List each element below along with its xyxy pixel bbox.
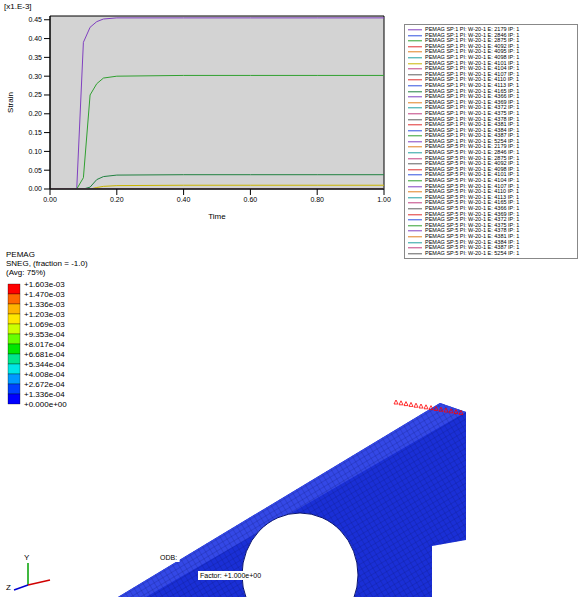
svg-text:0.30: 0.30 bbox=[28, 73, 42, 80]
html-text:PEMAG SP:1 PI: W-20-1 E: 4104: PEMAG SP:1 PI: W-20-1 E: 4104 IP: 1 bbox=[425, 65, 520, 72]
svg-text:+0.000e+00: +0.000e+00 bbox=[24, 400, 67, 409]
html-text:PEMAG SP:5 PI: W-20-1 E: 4375: PEMAG SP:5 PI: W-20-1 E: 4375 IP: 1 bbox=[425, 221, 520, 228]
svg-text:Z: Z bbox=[6, 583, 11, 592]
html-text:PEMAG SP:5 PI: W-20-1 E: 4113: PEMAG SP:5 PI: W-20-1 E: 4113 IP: 1 bbox=[425, 193, 519, 200]
svg-text:+1.603e-03: +1.603e-03 bbox=[24, 280, 65, 289]
svg-text:+4.008e-04: +4.008e-04 bbox=[24, 370, 65, 379]
svg-text:0.80: 0.80 bbox=[310, 196, 324, 203]
svg-text:+1.336e-03: +1.336e-03 bbox=[24, 300, 65, 309]
html-text:PEMAG SP:5 PI: W-20-1 E: 4092: PEMAG SP:5 PI: W-20-1 E: 4092 IP: 1 bbox=[425, 160, 520, 167]
html-text:PEMAG SP:1 PI: W-20-1 E: 4375: PEMAG SP:1 PI: W-20-1 E: 4375 IP: 1 bbox=[425, 109, 520, 116]
svg-text:+1.203e-03: +1.203e-03 bbox=[24, 310, 65, 319]
svg-text:0.05: 0.05 bbox=[28, 167, 42, 174]
svg-text:0.60: 0.60 bbox=[244, 196, 258, 203]
html-text:SNEG, (fraction = -1.0): SNEG, (fraction = -1.0) bbox=[6, 259, 88, 268]
html-text:PEMAG SP:1 PI: W-20-1 E: 2846: PEMAG SP:1 PI: W-20-1 E: 2846 IP: 1 bbox=[425, 31, 520, 38]
html-text:PEMAG SP:5 PI: W-20-1 E: 4384: PEMAG SP:5 PI: W-20-1 E: 4384 IP: 1 bbox=[425, 238, 520, 245]
html-text:PEMAG SP:1 PI: W-20-1 E: 4110: PEMAG SP:1 PI: W-20-1 E: 4110 IP: 1 bbox=[425, 76, 519, 83]
svg-text:+1.069e-03: +1.069e-03 bbox=[24, 320, 65, 329]
svg-text:0.20: 0.20 bbox=[110, 196, 124, 203]
html-text:PEMAG SP:5 PI: W-20-1 E: 4104: PEMAG SP:5 PI: W-20-1 E: 4104 IP: 1 bbox=[425, 177, 520, 183]
svg-text:+5.344e-04: +5.344e-04 bbox=[24, 360, 65, 369]
svg-text:+9.353e-04: +9.353e-04 bbox=[24, 330, 65, 339]
html-text:PEMAG SP:1 PI: W-20-1 E: 2179: PEMAG SP:1 PI: W-20-1 E: 2179 IP: 1 bbox=[425, 26, 520, 32]
html-text:PEMAG SP:5 PI: W-20-1 E: 4107: PEMAG SP:5 PI: W-20-1 E: 4107 IP: 1 bbox=[425, 182, 520, 189]
html-text:PEMAG SP:1 PI: W-20-1 E: 5254: PEMAG SP:1 PI: W-20-1 E: 5254 IP: 1 bbox=[425, 137, 520, 144]
svg-text:Y: Y bbox=[24, 553, 30, 562]
html-text:PEMAG SP:1 PI: W-20-1 E: 4107: PEMAG SP:1 PI: W-20-1 E: 4107 IP: 1 bbox=[425, 70, 520, 77]
svg-text:1.00: 1.00 bbox=[377, 196, 391, 203]
svg-text:+8.017e-04: +8.017e-04 bbox=[24, 340, 65, 349]
svg-text:Factor: +1.000e+00: Factor: +1.000e+00 bbox=[200, 572, 261, 579]
html-text:PEMAG SP:5 PI: W-20-1 E: 4372: PEMAG SP:5 PI: W-20-1 E: 4372 IP: 1 bbox=[425, 216, 520, 223]
html-text:PEMAG SP:5 PI: W-20-1 E: 4369: PEMAG SP:5 PI: W-20-1 E: 4369 IP: 1 bbox=[425, 210, 520, 217]
svg-text:0.40: 0.40 bbox=[177, 196, 191, 203]
html-text:PEMAG SP:5 PI: W-20-1 E: 5254: PEMAG SP:5 PI: W-20-1 E: 5254 IP: 1 bbox=[425, 249, 520, 256]
html-text:PEMAG: PEMAG bbox=[6, 250, 35, 259]
svg-text:Strain: Strain bbox=[6, 92, 15, 113]
html-text:PEMAG SP:1 PI: W-20-1 E: 2875: PEMAG SP:1 PI: W-20-1 E: 2875 IP: 1 bbox=[425, 37, 520, 44]
html-text:PEMAG SP:5 PI: W-20-1 E: 2875: PEMAG SP:5 PI: W-20-1 E: 2875 IP: 1 bbox=[425, 154, 520, 161]
svg-text:0.45: 0.45 bbox=[28, 16, 42, 23]
html-text:PEMAG SP:1 PI: W-20-1 E: 4098: PEMAG SP:1 PI: W-20-1 E: 4098 IP: 1 bbox=[425, 54, 520, 60]
html-text:PEMAG SP:5 PI: W-20-1 E: 2179: PEMAG SP:5 PI: W-20-1 E: 2179 IP: 1 bbox=[425, 143, 520, 150]
html-text:PEMAG SP:5 PI: W-20-1 E: 4165: PEMAG SP:5 PI: W-20-1 E: 4165 IP: 1 bbox=[425, 199, 520, 206]
svg-text:0.15: 0.15 bbox=[28, 129, 42, 136]
html-text:PEMAG SP:5 PI: W-20-1 E: 4098: PEMAG SP:5 PI: W-20-1 E: 4098 IP: 1 bbox=[425, 165, 520, 172]
svg-text:ODB:: ODB: bbox=[160, 554, 177, 561]
html-text:PEMAG SP:1 PI: W-20-1 E: 4381: PEMAG SP:1 PI: W-20-1 E: 4381 IP: 1 bbox=[425, 121, 520, 128]
html-text:PEMAG SP:5 PI: W-20-1 E: 4378: PEMAG SP:5 PI: W-20-1 E: 4378 IP: 1 bbox=[425, 227, 520, 234]
html-text:PEMAG SP:1 PI: W-20-1 E: 4095: PEMAG SP:1 PI: W-20-1 E: 4095 IP: 1 bbox=[425, 48, 520, 55]
html-text:PEMAG SP:1 PI: W-20-1 E: 4378: PEMAG SP:1 PI: W-20-1 E: 4378 IP: 1 bbox=[425, 115, 520, 122]
html-text:PEMAG SP:1 PI: W-20-1 E: 4372: PEMAG SP:1 PI: W-20-1 E: 4372 IP: 1 bbox=[425, 104, 520, 111]
html-text:PEMAG SP:5 PI: W-20-1 E: 2846: PEMAG SP:5 PI: W-20-1 E: 2846 IP: 1 bbox=[425, 149, 520, 156]
html-text:PEMAG SP:1 PI: W-20-1 E: 4092: PEMAG SP:1 PI: W-20-1 E: 4092 IP: 1 bbox=[425, 42, 520, 49]
svg-text:0.35: 0.35 bbox=[28, 54, 42, 61]
html-text:PEMAG SP:1 PI: W-20-1 E: 4384: PEMAG SP:1 PI: W-20-1 E: 4384 IP: 1 bbox=[425, 126, 520, 133]
svg-text:+1.470e-03: +1.470e-03 bbox=[24, 290, 65, 299]
svg-text:0.25: 0.25 bbox=[28, 91, 42, 98]
html-text:PEMAG SP:5 PI: W-20-1 E: 4110: PEMAG SP:5 PI: W-20-1 E: 4110 IP: 1 bbox=[425, 188, 519, 195]
html-text:PEMAG SP:1 PI: W-20-1 E: 4165: PEMAG SP:1 PI: W-20-1 E: 4165 IP: 1 bbox=[425, 87, 520, 94]
svg-text:Time: Time bbox=[208, 212, 226, 221]
svg-text:0.00: 0.00 bbox=[43, 196, 57, 203]
svg-text:+6.681e-04: +6.681e-04 bbox=[24, 350, 65, 359]
svg-text:+2.672e-04: +2.672e-04 bbox=[24, 380, 65, 389]
html-text:PEMAG SP:5 PI: W-20-1 E: 4101: PEMAG SP:5 PI: W-20-1 E: 4101 IP: 1 bbox=[425, 171, 520, 178]
svg-text:0.40: 0.40 bbox=[28, 35, 42, 42]
svg-text:+1.336e-04: +1.336e-04 bbox=[24, 390, 65, 399]
svg-text:0.20: 0.20 bbox=[28, 110, 42, 117]
html-text:PEMAG SP:5 PI: W-20-1 E: 4366: PEMAG SP:5 PI: W-20-1 E: 4366 IP: 1 bbox=[425, 205, 520, 211]
html-text:PEMAG SP:1 PI: W-20-1 E: 4113: PEMAG SP:1 PI: W-20-1 E: 4113 IP: 1 bbox=[425, 81, 519, 88]
html-text:[x1.E-3]: [x1.E-3] bbox=[4, 2, 32, 11]
html-text:PEMAG SP:1 PI: W-20-1 E: 4387: PEMAG SP:1 PI: W-20-1 E: 4387 IP: 1 bbox=[425, 132, 520, 139]
html-text:(Avg: 75%): (Avg: 75%) bbox=[6, 268, 46, 277]
html-text:PEMAG SP:1 PI: W-20-1 E: 4369: PEMAG SP:1 PI: W-20-1 E: 4369 IP: 1 bbox=[425, 98, 520, 105]
svg-text:0.10: 0.10 bbox=[28, 148, 42, 155]
html-text:PEMAG SP:5 PI: W-20-1 E: 4387: PEMAG SP:5 PI: W-20-1 E: 4387 IP: 1 bbox=[425, 244, 520, 251]
svg-text:0.00: 0.00 bbox=[28, 185, 42, 192]
html-text:PEMAG SP:5 PI: W-20-1 E: 4381: PEMAG SP:5 PI: W-20-1 E: 4381 IP: 1 bbox=[425, 233, 520, 239]
html-text:PEMAG SP:1 PI: W-20-1 E: 4366: PEMAG SP:1 PI: W-20-1 E: 4366 IP: 1 bbox=[425, 93, 520, 100]
html-text:PEMAG SP:1 PI: W-20-1 E: 4101: PEMAG SP:1 PI: W-20-1 E: 4101 IP: 1 bbox=[425, 59, 520, 66]
